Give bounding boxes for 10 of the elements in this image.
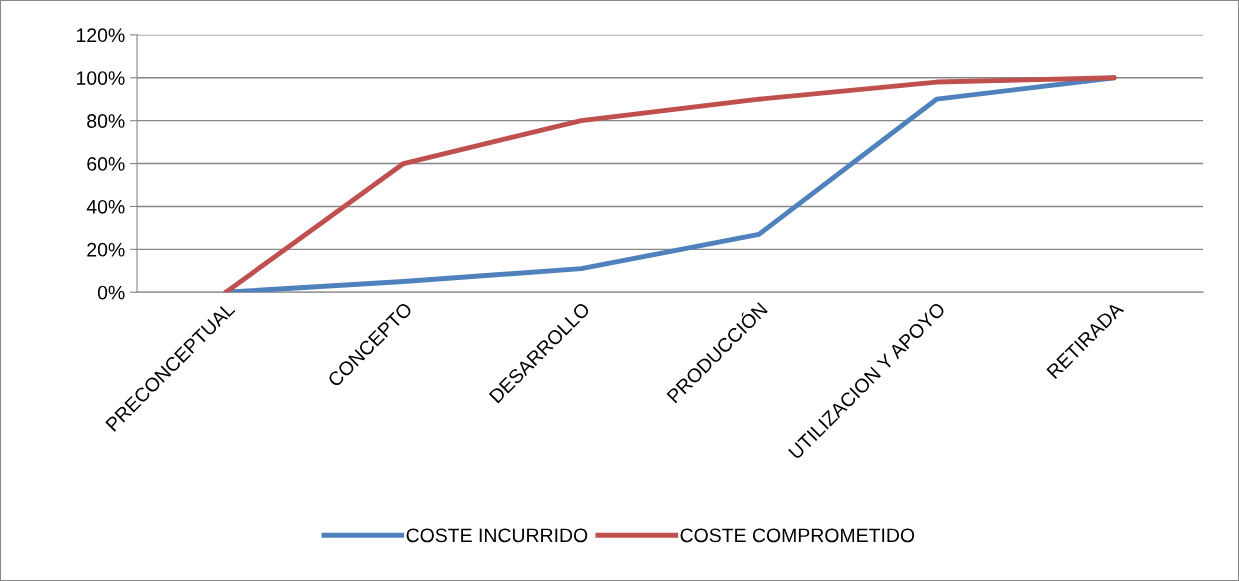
y-tick-label: 80%: [87, 114, 125, 128]
y-tick-label: 40%: [86, 199, 125, 214]
y-tick-label: 100%: [76, 71, 125, 85]
y-tick-label: 20%: [87, 242, 125, 257]
y-tick-label: 0%: [97, 285, 125, 300]
y-tick-label: 60%: [87, 157, 125, 171]
y-tick-label: 120%: [76, 28, 125, 43]
legend-label: COSTE INCURRIDO: [406, 528, 588, 543]
legend-label: COSTE COMPROMETIDO: [680, 528, 915, 543]
line-series: [223, 75, 1117, 293]
